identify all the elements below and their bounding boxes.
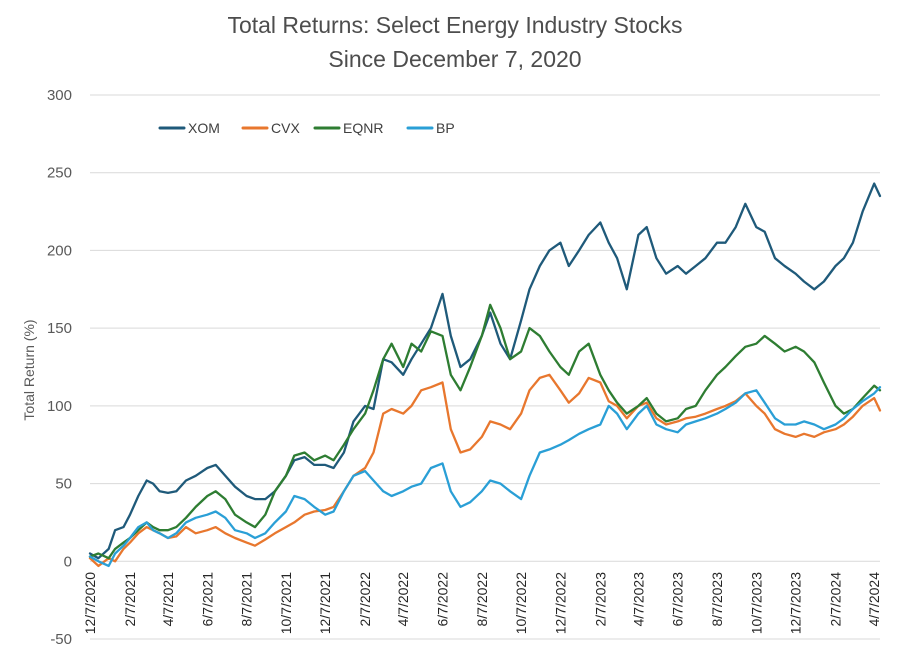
y-tick-label: 250	[47, 165, 72, 182]
y-axis-ticks: -50 0 50 100 150 200 250 300	[47, 87, 72, 648]
y-axis-label: Total Return (%)	[21, 319, 37, 420]
y-tick-label: 200	[47, 242, 72, 259]
x-tick-label: 10/7/2022	[513, 572, 529, 634]
legend-label-xom: XOM	[188, 120, 220, 136]
series-lines	[88, 182, 882, 568]
x-tick-label: 8/7/2021	[239, 572, 255, 627]
legend-label-cvx: CVX	[271, 120, 300, 136]
x-tick-label: 2/7/2024	[828, 572, 844, 627]
x-tick-label: 12/7/2020	[82, 572, 98, 634]
series-line-bp	[88, 386, 882, 568]
x-tick-label: 4/7/2022	[395, 572, 411, 627]
y-tick-label: -50	[50, 631, 72, 648]
series-line-eqnr	[88, 303, 882, 560]
x-tick-label: 12/7/2021	[317, 572, 333, 634]
x-tick-label: 12/7/2022	[552, 572, 568, 634]
x-tick-label: 6/7/2022	[434, 572, 450, 627]
x-axis-ticks: 12/7/2020 2/7/2021 4/7/2021 6/7/2021 8/7/202…	[82, 572, 882, 635]
x-tick-label: 4/7/2023	[630, 572, 646, 627]
y-tick-label: 300	[47, 87, 72, 104]
x-tick-label: 2/7/2023	[592, 572, 608, 627]
x-tick-label: 4/7/2024	[866, 572, 882, 627]
y-tick-label: 0	[64, 553, 72, 570]
x-tick-label: 12/7/2023	[788, 572, 804, 634]
x-tick-label: 2/7/2021	[122, 572, 138, 627]
series-line-cvx	[88, 373, 882, 568]
x-tick-label: 8/7/2023	[709, 572, 725, 627]
legend: XOM CVX EQNR BP	[158, 120, 455, 136]
legend-label-eqnr: EQNR	[343, 120, 383, 136]
x-tick-label: 4/7/2021	[160, 572, 176, 627]
chart-title: Total Returns: Select Energy Industry St…	[227, 12, 682, 38]
x-tick-label: 10/7/2023	[748, 572, 764, 634]
chart-subtitle: Since December 7, 2020	[328, 46, 581, 72]
y-tick-label: 100	[47, 398, 72, 415]
legend-label-bp: BP	[436, 120, 455, 136]
series-line-xom	[88, 182, 882, 560]
x-tick-label: 6/7/2023	[670, 572, 686, 627]
y-tick-label: 50	[55, 476, 72, 493]
x-tick-label: 10/7/2021	[278, 572, 294, 634]
x-tick-label: 8/7/2022	[474, 572, 490, 627]
x-tick-label: 2/7/2022	[357, 572, 373, 627]
x-tick-label: 6/7/2021	[199, 572, 215, 627]
y-tick-label: 150	[47, 320, 72, 337]
